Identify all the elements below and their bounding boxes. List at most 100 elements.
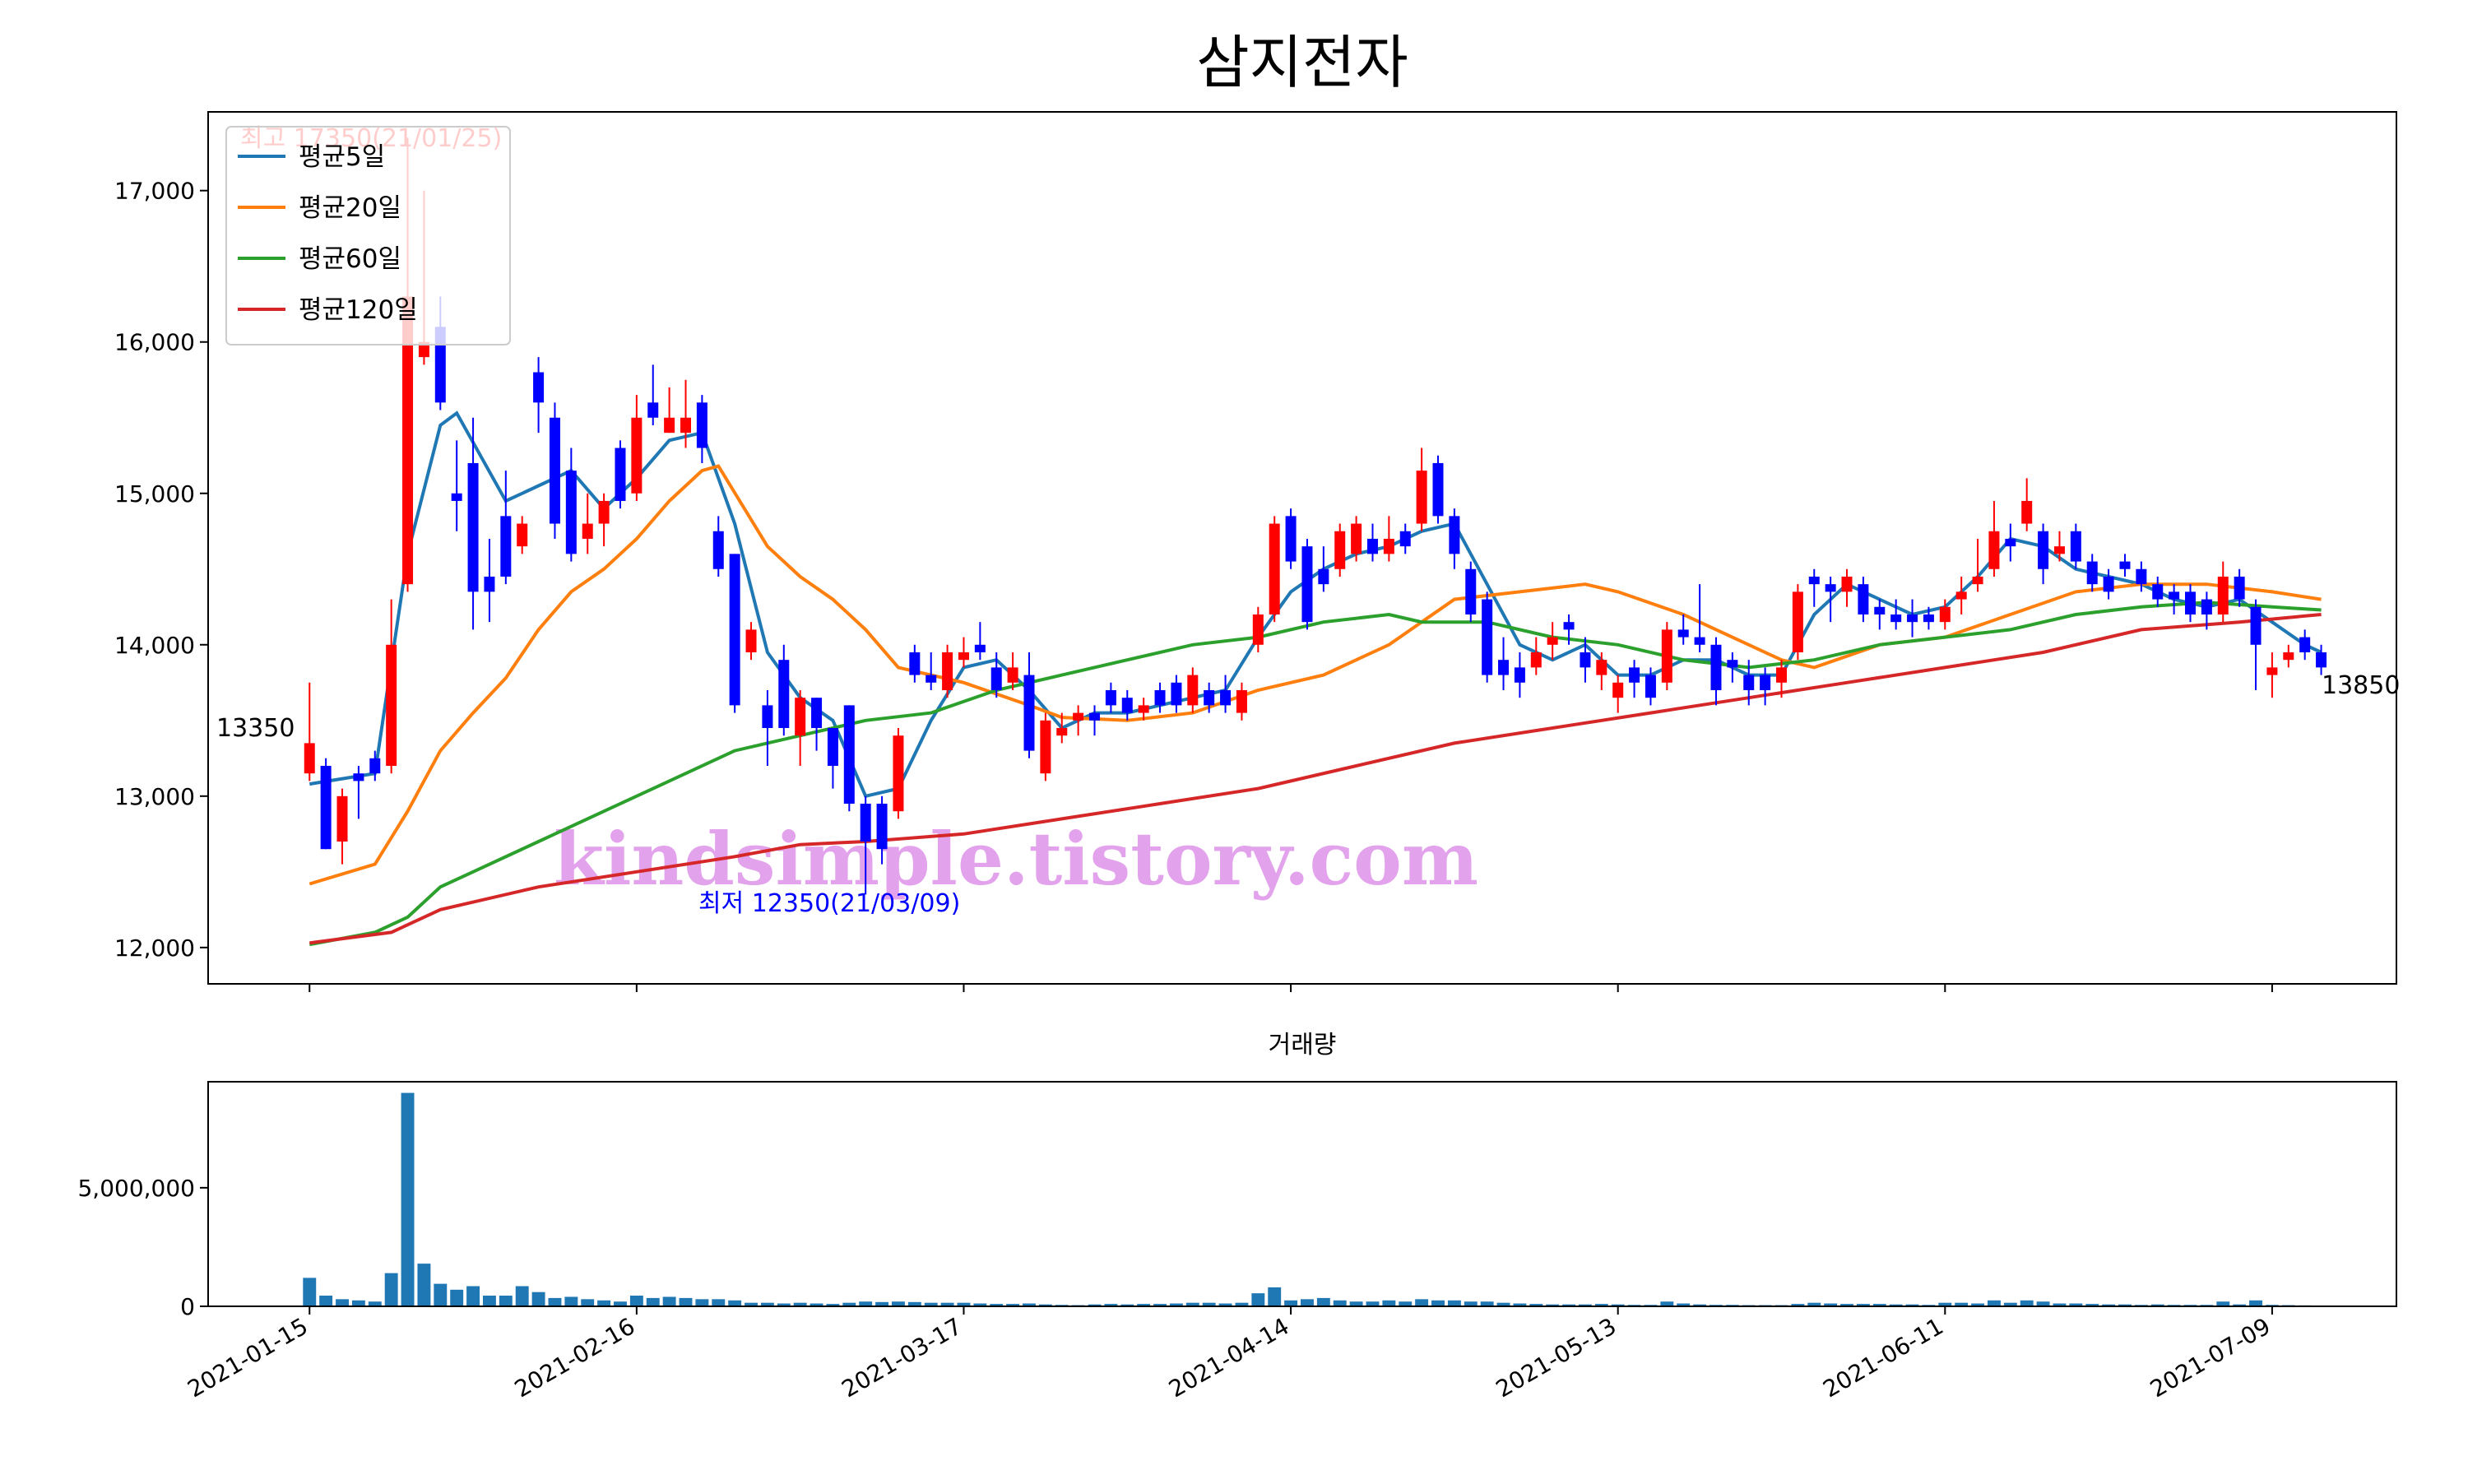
candle-body	[1334, 531, 1346, 569]
legend-label: 평균5일	[299, 142, 385, 172]
candle-body	[712, 531, 724, 569]
volume-bar	[1235, 1302, 1249, 1306]
candle-body	[745, 629, 757, 652]
volume-bar	[1431, 1300, 1445, 1306]
candle-body	[1187, 675, 1199, 706]
candle-body	[2038, 531, 2049, 569]
candle-body	[843, 705, 855, 805]
candle-body	[1383, 538, 1394, 554]
volume-bar	[597, 1300, 611, 1306]
candle-body	[680, 417, 692, 434]
candle-body	[2021, 500, 2033, 524]
candle-body	[2070, 531, 2081, 562]
y-tick-label: 0	[180, 1293, 195, 1320]
candle-body	[1514, 667, 1525, 683]
candle-body	[631, 417, 643, 494]
candle-body	[2250, 606, 2262, 645]
volume-bar	[1856, 1304, 1870, 1306]
volume-bar	[1840, 1304, 1853, 1306]
candle-body	[2169, 591, 2180, 600]
candle-body	[484, 576, 495, 592]
volume-bar	[712, 1299, 726, 1306]
volume-bar	[2150, 1304, 2164, 1306]
candle-body	[1236, 689, 1247, 713]
candle-body	[2234, 576, 2245, 600]
volume-bar	[1006, 1304, 1020, 1306]
candle-body	[1841, 576, 1853, 592]
volume-bar	[466, 1286, 480, 1306]
y-tick-label: 14,000	[114, 632, 195, 659]
candle-body	[1007, 667, 1018, 683]
volume-bar	[2233, 1304, 2247, 1306]
candle-body	[1498, 660, 1510, 675]
volume-bar	[1038, 1304, 1052, 1306]
volume-bar	[940, 1302, 954, 1306]
volume-bar	[1104, 1304, 1118, 1306]
volume-bar	[1677, 1303, 1691, 1306]
candle-body	[353, 773, 364, 781]
candle-body	[565, 471, 577, 554]
candle-body	[1121, 698, 1133, 713]
candle-body	[549, 417, 560, 524]
candle-body	[974, 644, 986, 652]
volume-bar	[1268, 1287, 1282, 1306]
volume-bar	[1447, 1300, 1461, 1306]
volume-bar	[1562, 1304, 1576, 1306]
watermark: kindsimple.tistory.com	[554, 816, 1478, 902]
candle-body	[1204, 689, 1215, 706]
volume-bar	[2085, 1304, 2099, 1306]
candle-body	[2316, 652, 2327, 668]
volume-bar	[1546, 1304, 1560, 1306]
candle-body	[1040, 720, 1051, 774]
candle-body	[1645, 675, 1656, 698]
legend-label: 평균20일	[299, 193, 401, 223]
volume-bar	[1660, 1301, 1674, 1306]
candle-body	[1955, 591, 1967, 600]
volume-bar	[1349, 1301, 1363, 1306]
volume-bar	[892, 1301, 905, 1306]
volume-bar	[1807, 1302, 1821, 1306]
volume-bar	[1905, 1304, 1919, 1306]
volume-bar	[1415, 1299, 1429, 1306]
candle-body	[1775, 667, 1787, 683]
candle-body	[434, 327, 446, 403]
volume-bar	[990, 1304, 1004, 1306]
volume-title: 거래량	[1269, 1031, 1337, 1060]
candle-body	[1366, 538, 1378, 554]
volume-bar	[1153, 1304, 1167, 1306]
volume-bar	[482, 1296, 496, 1306]
volume-bar	[336, 1299, 349, 1306]
annotation: 13850	[2322, 671, 2400, 700]
volume-bar	[793, 1302, 807, 1306]
volume-bar	[1693, 1304, 1707, 1306]
volume-bar	[2003, 1302, 2017, 1306]
candle-body	[1939, 606, 1951, 623]
legend-frame	[225, 126, 511, 345]
volume-bar	[384, 1273, 398, 1306]
candle-body	[2103, 576, 2114, 592]
candle-body	[451, 493, 462, 501]
y-tick-label: 16,000	[114, 329, 195, 356]
volume-bar	[401, 1092, 415, 1306]
volume-bar	[1513, 1303, 1527, 1306]
y-tick-label: 12,000	[114, 934, 195, 962]
candle-body	[2283, 652, 2294, 661]
candle-body	[1416, 471, 1427, 524]
candle-body	[909, 652, 921, 675]
candle-body	[893, 735, 904, 812]
candle-body	[1972, 576, 1983, 585]
candle-body	[1073, 712, 1084, 721]
candle-body	[1727, 660, 1738, 668]
volume-bar	[1824, 1303, 1838, 1306]
volume-bar	[728, 1300, 742, 1306]
volume-bar	[2249, 1300, 2262, 1306]
candle-body	[1988, 531, 2000, 569]
volume-bar	[1578, 1304, 1592, 1306]
candle-body	[598, 500, 610, 524]
volume-bar	[1202, 1302, 1216, 1306]
candle-body	[517, 523, 528, 547]
candle-body	[2053, 546, 2065, 554]
volume-bar	[1382, 1300, 1396, 1306]
